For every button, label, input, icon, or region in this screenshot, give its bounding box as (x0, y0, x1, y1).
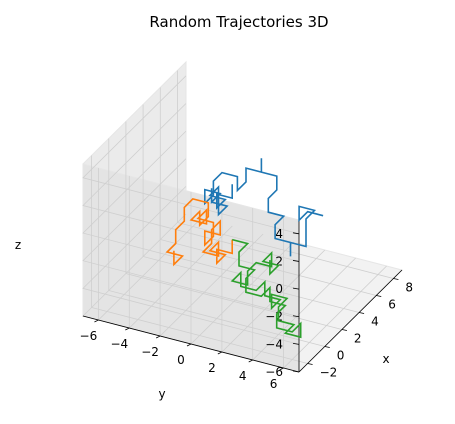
y-tick-label: 2 (208, 361, 216, 375)
z-tick (292, 260, 300, 262)
z-tick-label: 4 (275, 227, 283, 241)
axis-lines (82, 220, 403, 373)
z-axis-label: z (15, 238, 21, 252)
z-gridline (82, 130, 300, 290)
y-tick-label: −6 (80, 329, 98, 343)
y-tick (186, 343, 192, 347)
y-tick (217, 351, 223, 355)
z-tick-label: −4 (265, 337, 283, 351)
trajectory-2 (165, 198, 233, 267)
x-tick-label: 8 (405, 281, 413, 295)
z-gridline (82, 158, 300, 318)
x-tick-label: −2 (320, 366, 338, 380)
x-tick (376, 295, 382, 297)
y-tick-label: 6 (270, 377, 278, 391)
x-tick (324, 346, 330, 348)
x-axis-line (298, 269, 403, 373)
z-tick-label: 0 (275, 282, 283, 296)
y-tick (94, 319, 99, 323)
x-tick (393, 278, 399, 280)
x-tick (341, 329, 347, 331)
x-axis-label: x (382, 352, 389, 366)
chart-title: Random Trajectories 3D (149, 13, 328, 31)
y-tick (155, 335, 161, 339)
z-gridline (82, 103, 300, 262)
x-tick (307, 363, 313, 365)
z-tick (292, 315, 300, 318)
z-tick (292, 287, 300, 290)
z-tick-label: −6 (265, 365, 283, 379)
trajectories (165, 158, 324, 339)
z-tick-label: 2 (275, 255, 283, 269)
y-tick (125, 327, 130, 331)
y-tick-label: 4 (239, 369, 247, 383)
x-tick-label: 0 (337, 349, 345, 363)
y-tick-label: −4 (110, 337, 128, 351)
y-axis-label: y (158, 387, 165, 401)
z-tick (292, 370, 300, 373)
y-tick-label: 0 (177, 353, 185, 367)
z-tick (292, 232, 300, 235)
z-gridline (82, 75, 300, 235)
x-tick-label: 6 (388, 298, 396, 312)
z-tick (292, 342, 300, 345)
trajectory-1 (204, 158, 324, 257)
x-tick-label: 2 (354, 332, 362, 346)
trajectory-3 (230, 238, 302, 339)
y-tick (248, 359, 253, 363)
x-tick (359, 312, 365, 314)
y-tick (279, 367, 284, 371)
y-tick-label: −2 (141, 345, 159, 359)
x-tick-label: 4 (371, 315, 379, 329)
z-gridline (82, 186, 300, 345)
